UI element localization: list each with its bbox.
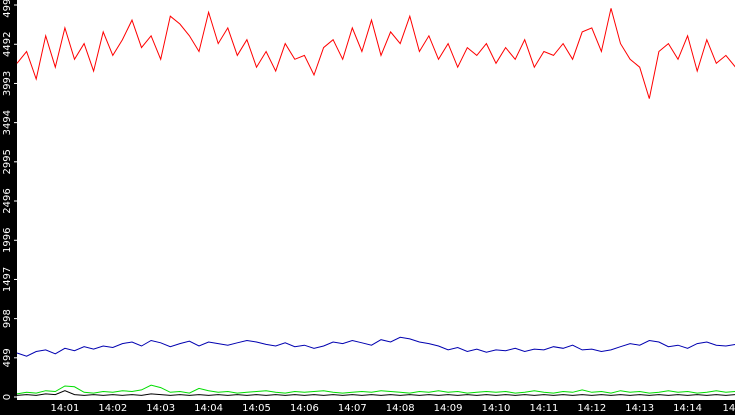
x-tick-label: 14:06 xyxy=(290,403,319,414)
x-tick-label: 14:03 xyxy=(146,403,175,414)
y-tick-label: 1497 xyxy=(2,267,13,292)
series-line xyxy=(16,390,735,396)
x-tick-label: 14:07 xyxy=(338,403,367,414)
y-tick-label: 2995 xyxy=(2,149,13,174)
series-line xyxy=(16,384,735,395)
series-line xyxy=(16,336,735,357)
y-tick-label: 4492 xyxy=(2,32,13,57)
y-axis-strip xyxy=(0,0,17,415)
x-tick-label: 14:05 xyxy=(242,403,271,414)
x-tick-label: 14:02 xyxy=(98,403,127,414)
y-tick-label: 0 xyxy=(2,394,13,400)
x-axis-strip xyxy=(0,400,735,415)
y-tick-label: 998 xyxy=(2,309,13,328)
x-tick-label: 14:04 xyxy=(194,403,223,414)
x-tick-label: 14 xyxy=(723,403,735,414)
x-tick-label: 14:08 xyxy=(386,403,415,414)
series-line xyxy=(16,8,735,99)
x-tick-label: 14:01 xyxy=(50,403,79,414)
y-tick-label: 499 xyxy=(2,348,13,367)
x-tick-label: 14:12 xyxy=(577,403,606,414)
x-tick-label: 14:14 xyxy=(673,403,702,414)
x-tick-label: 14:09 xyxy=(434,403,463,414)
y-tick-label: 3993 xyxy=(2,71,13,96)
x-tick-label: 14:10 xyxy=(482,403,511,414)
y-tick-label: 2496 xyxy=(2,188,13,213)
x-tick-label: 14:11 xyxy=(529,403,558,414)
y-tick-label: 1996 xyxy=(2,228,13,253)
x-tick-label: 14:13 xyxy=(625,403,654,414)
y-tick-label: 4992 xyxy=(2,0,13,18)
y-tick-label: 3494 xyxy=(2,110,13,135)
